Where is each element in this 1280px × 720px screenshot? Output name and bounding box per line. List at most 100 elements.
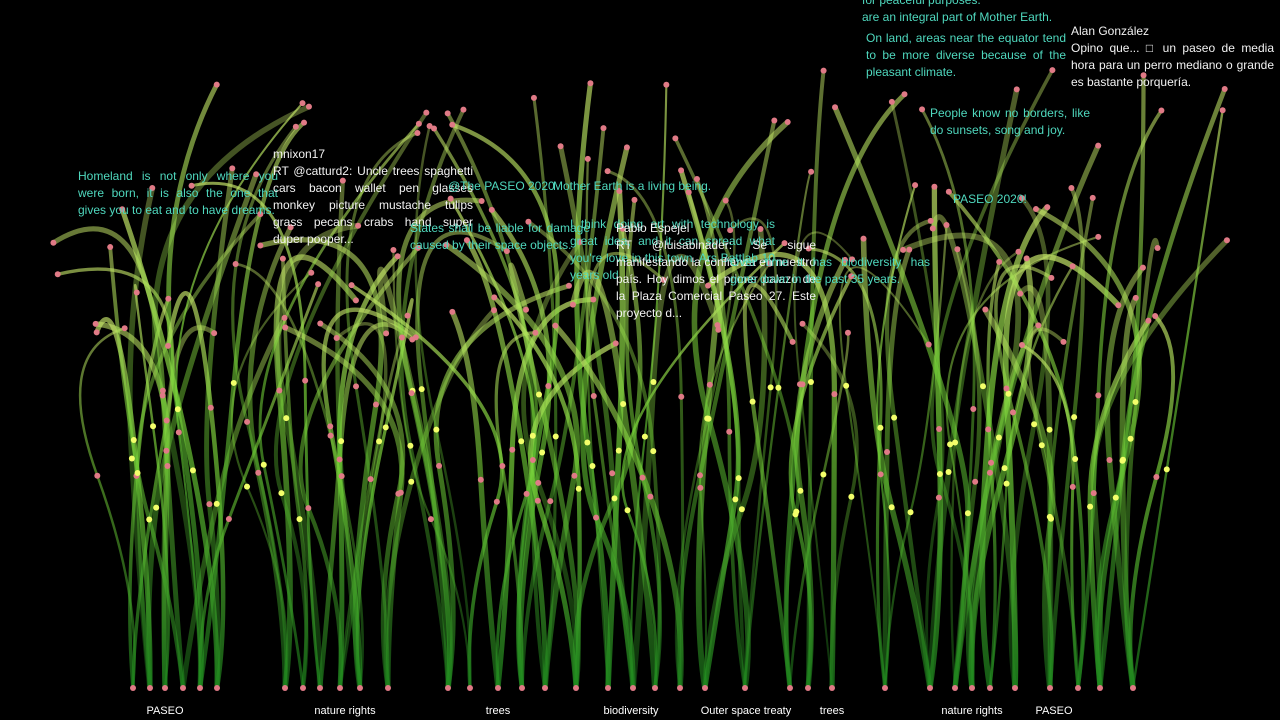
joint-dot	[945, 469, 952, 476]
joint-dot	[244, 483, 251, 490]
tip-dot	[54, 271, 61, 278]
message: Mother Earth is a living being.	[553, 178, 743, 195]
joint-dot	[336, 456, 343, 463]
tip-dot	[229, 165, 236, 172]
tip-dot	[705, 282, 712, 289]
joint-dot	[706, 381, 713, 388]
joint-dot	[163, 417, 170, 424]
tip-dot	[339, 177, 346, 184]
tip-dot	[569, 301, 576, 308]
tip-dot	[900, 246, 907, 253]
tip-dot	[604, 168, 611, 175]
tip-dot	[766, 260, 773, 267]
joint-dot	[593, 514, 600, 521]
joint-dot	[775, 384, 782, 391]
joint-dot	[552, 433, 559, 440]
tip-dot	[552, 322, 559, 329]
joint-dot	[843, 382, 850, 389]
strand	[449, 310, 501, 689]
message-line: Homeland is not only where you were born…	[78, 169, 278, 217]
root-dot	[1047, 685, 1053, 691]
joint-dot	[353, 383, 360, 390]
tip-dot	[1223, 237, 1230, 244]
joint-dot	[589, 463, 596, 470]
joint-dot	[499, 462, 506, 469]
message: PASEO 2020!	[953, 191, 1073, 208]
root-dot	[742, 685, 748, 691]
tip-dot	[784, 119, 791, 126]
root-dot	[317, 685, 323, 691]
message: for peaceful purposes. are an integral pa…	[862, 0, 1062, 26]
joint-dot	[213, 500, 220, 507]
tip-dot	[93, 329, 100, 336]
joint-dot	[382, 424, 389, 431]
message-line: Pablo Espejel	[616, 221, 690, 235]
joint-dot	[493, 498, 500, 505]
joint-dot	[278, 490, 285, 497]
tip-dot	[912, 182, 919, 189]
root-dot	[1130, 685, 1136, 691]
tip-dot	[1154, 244, 1161, 251]
tip-dot	[631, 196, 638, 203]
tip-dot	[842, 256, 849, 263]
joint-dot	[207, 404, 214, 411]
joint-dot	[590, 393, 597, 400]
root-dot	[130, 685, 136, 691]
joint-dot	[1072, 456, 1079, 463]
joint-dot	[547, 498, 554, 505]
tip-dot	[927, 217, 934, 224]
root-dot	[829, 685, 835, 691]
dots	[50, 67, 1230, 691]
strand	[108, 246, 185, 689]
tree-label: nature rights	[314, 705, 376, 717]
tip-dot	[390, 246, 397, 253]
joint-dot	[338, 438, 345, 445]
joint-dot	[518, 438, 525, 445]
root-dot	[805, 685, 811, 691]
root-dot	[337, 685, 343, 691]
tip-dot	[257, 242, 264, 249]
strand	[350, 283, 504, 689]
joint-dot	[255, 469, 262, 476]
joint-dot	[650, 448, 657, 455]
tip-dot	[943, 222, 950, 229]
tip-dot	[503, 248, 510, 255]
joint-dot	[539, 449, 546, 456]
tip-dot	[1018, 342, 1025, 349]
root-dot	[787, 685, 793, 691]
tip-dot	[616, 187, 623, 194]
tip-dot	[584, 155, 591, 162]
tip-dot	[491, 294, 498, 301]
joint-dot	[146, 516, 153, 523]
root-dot	[385, 685, 391, 691]
message: States shall be liable for damage caused…	[410, 220, 590, 254]
tip-dot	[945, 188, 952, 195]
joint-dot	[230, 379, 237, 386]
tip-dot	[491, 307, 498, 314]
root-dot	[147, 685, 153, 691]
tip-dot	[590, 296, 597, 303]
joint-dot	[130, 436, 137, 443]
joint-dot	[376, 438, 383, 445]
message: @The PASEO 2020	[448, 178, 588, 195]
joint-dot	[820, 471, 827, 478]
joint-dot	[964, 510, 971, 517]
joint-dot	[988, 459, 995, 466]
joint-dot	[164, 462, 171, 469]
tip-dot	[820, 67, 827, 74]
tip-dot	[404, 312, 411, 319]
joint-dot	[611, 495, 618, 502]
root-dot	[702, 685, 708, 691]
joint-dot	[477, 476, 484, 483]
strand	[630, 84, 668, 689]
joint-dot	[697, 472, 704, 479]
joint-dot	[891, 414, 898, 421]
joint-dot	[936, 426, 943, 433]
tip-dot	[663, 81, 670, 88]
root-dot	[542, 685, 548, 691]
joint-dot	[206, 501, 213, 508]
tip-dot	[488, 206, 495, 213]
tip-dot	[423, 109, 430, 116]
joint-dot	[523, 490, 530, 497]
